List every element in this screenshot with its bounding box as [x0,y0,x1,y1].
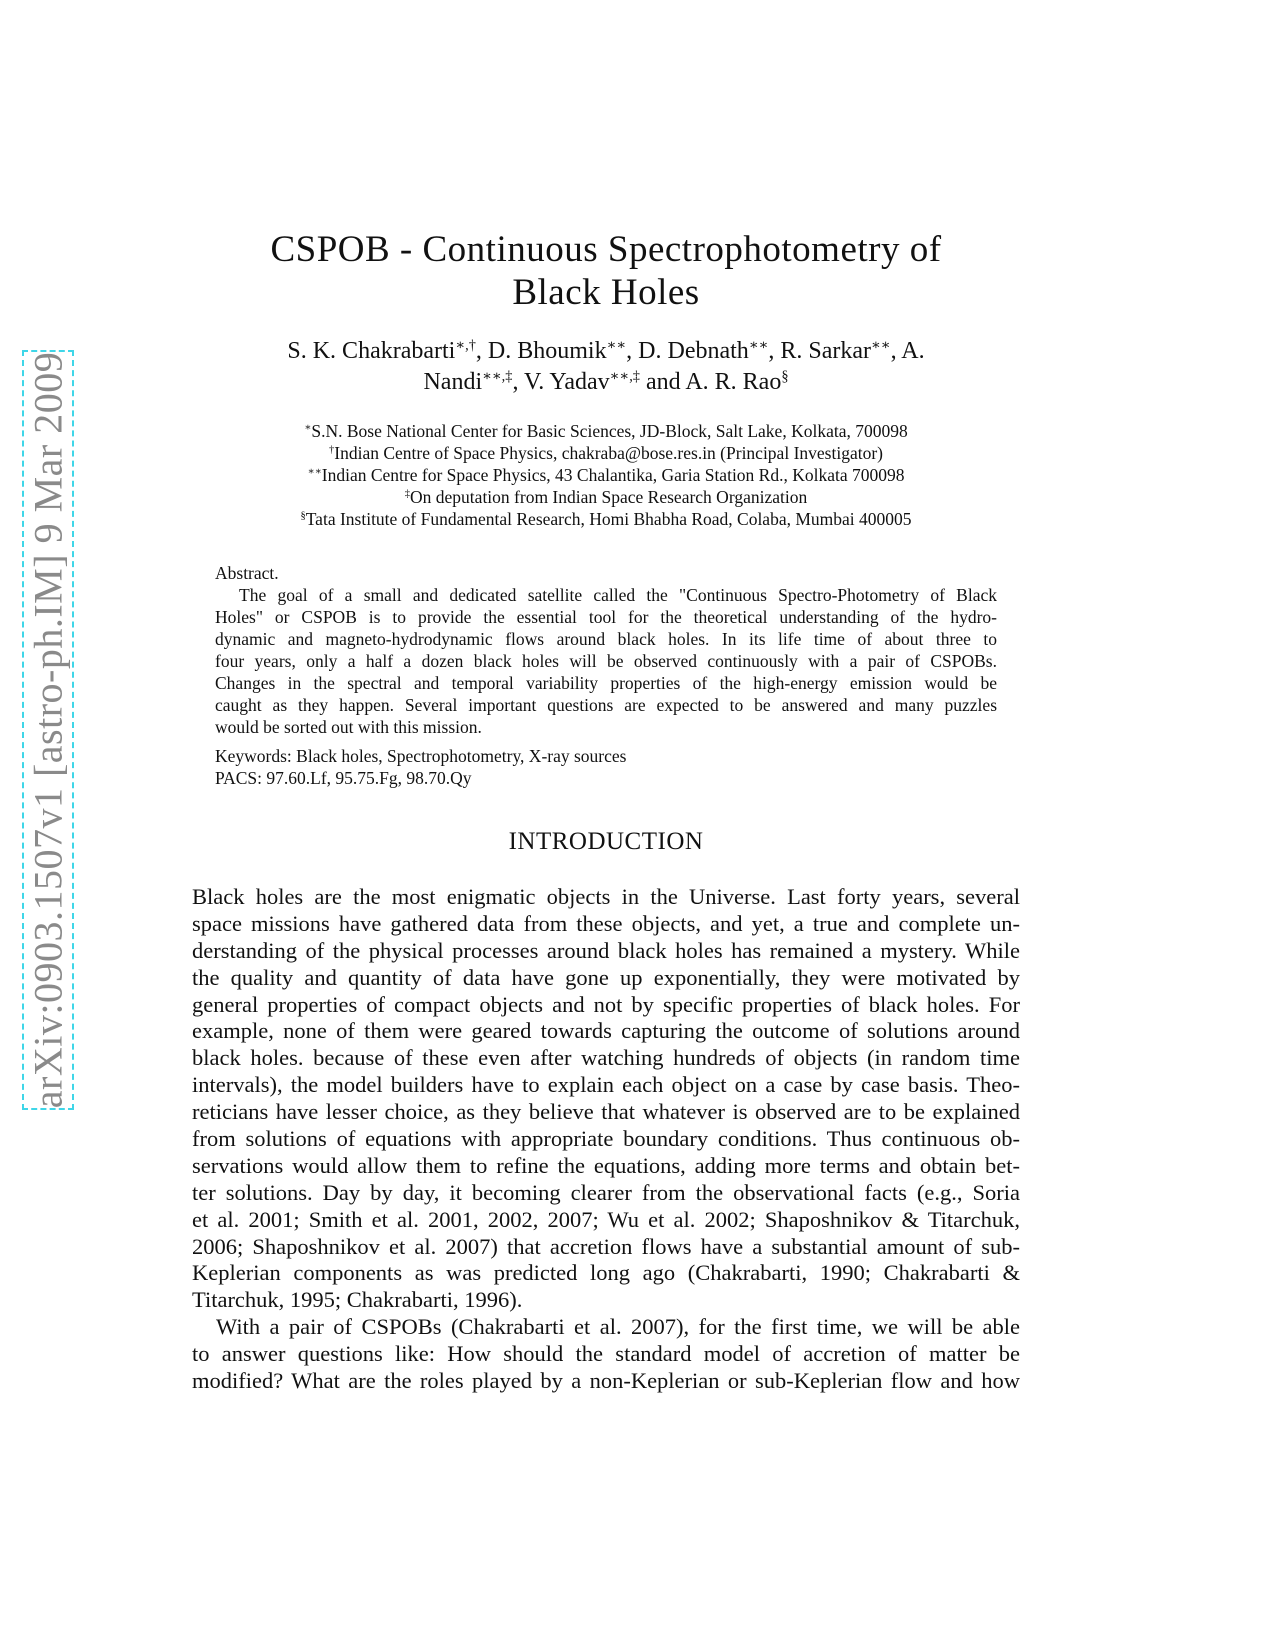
affiliation: †Indian Centre of Space Physics, chakrab… [0,442,1212,464]
abstract-line: dynamic and magneto-hydrodynamic flows a… [215,629,997,649]
affiliation-mark: ∗∗ [307,466,322,478]
body-line: derstanding of the physical processes ar… [192,937,1020,963]
paragraph: With a pair of CSPOBs (Chakrabarti et al… [192,1314,1020,1395]
affiliation: §Tata Institute of Fundamental Research,… [0,508,1212,530]
abstract-line: Holes" or CSPOB is to provide the essent… [215,607,997,627]
affiliations: ∗S.N. Bose National Center for Basic Sci… [0,420,1212,530]
body-line: Black holes are the most enigmatic objec… [192,884,1020,909]
affiliation-text: Tata Institute of Fundamental Research, … [305,509,912,529]
affiliation: ∗∗Indian Centre for Space Physics, 43 Ch… [0,464,1212,486]
title-line: Black Holes [512,272,700,313]
abstract-heading: Abstract. [215,563,279,583]
affiliation: ‡On deputation from Indian Space Researc… [0,486,1212,508]
pacs-codes: PACS: 97.60.Lf, 95.75.Fg, 98.70.Qy [215,768,472,788]
author-mark: ∗∗,‡ [482,368,513,385]
body-line: space missions have gathered data from t… [192,910,1020,936]
body-line: to answer questions like: How should the… [192,1341,1020,1367]
abstract: Abstract. The goal of a small and dedica… [215,562,997,738]
abstract-line: Changes in the spectral and temporal var… [215,673,997,693]
author-name: S. K. Chakrabarti [287,338,456,364]
body-line: et al. 2001; Smith et al. 2001, 2002, 20… [192,1206,1020,1232]
author-name: , D. Bhoumik [475,338,607,364]
affiliation-text: On deputation from Indian Space Research… [410,487,808,507]
body-line: Titarchuk, 1995; Chakrabarti, 1996). [192,1287,523,1313]
body-line: the quality and quantity of data have go… [192,964,1020,990]
author-name: , D. Debnath [626,338,749,364]
author-list: S. K. Chakrabarti∗,†, D. Bhoumik∗∗, D. D… [0,336,1212,398]
affiliation-text: S.N. Bose National Center for Basic Scie… [311,421,908,441]
abstract-line: caught as they happen. Several important… [215,695,997,715]
body-line: servations would allow them to refine th… [192,1152,1020,1178]
author-name: , A. [890,338,925,364]
body-line: example, none of them were geared toward… [192,1018,1020,1044]
body-line: ter solutions. Day by day, it becoming c… [192,1179,1020,1205]
author-name: , V. Yadav [512,369,610,395]
author-name: , R. Sarkar [768,338,872,364]
affiliation: ∗S.N. Bose National Center for Basic Sci… [0,420,1212,442]
affiliation-mark: ‡ [404,488,411,500]
affiliation-mark: § [300,510,306,522]
author-mark: ∗∗,‡ [609,368,640,385]
author-name: Nandi [423,369,483,395]
body-line: With a pair of CSPOBs (Chakrabarti et al… [216,1314,1020,1340]
body-line: from solutions of equations with appropr… [192,1126,1020,1152]
body-line: black holes. because of these even after… [192,1045,1020,1071]
abstract-line: four years, only a half a dozen black ho… [215,651,997,671]
affiliation-text: Indian Centre of Space Physics, chakraba… [334,443,883,463]
affiliation-mark: † [329,444,335,456]
author-line: S. K. Chakrabarti∗,†, D. Bhoumik∗∗, D. D… [0,336,1212,367]
body-line: 2006; Shaposhnikov et al. 2007) that acc… [192,1233,1020,1259]
title-line: CSPOB - Continuous Spectrophotometry of [270,229,942,270]
abstract-line: would be sorted out with this mission. [215,717,482,737]
author-mark: ∗∗ [748,337,769,354]
keywords: Keywords: Black holes, Spectrophotometry… [215,746,627,766]
abstract-line: The goal of a small and dedicated satell… [239,585,997,605]
affiliation-mark: ∗ [304,422,312,434]
paper-title: CSPOB - Continuous Spectrophotometry of … [0,228,1212,314]
author-mark: ∗∗ [871,337,891,354]
author-name: and A. R. Rao [640,369,782,395]
author-mark: ∗∗ [606,337,627,354]
affiliation-text: Indian Centre for Space Physics, 43 Chal… [321,465,905,485]
body-line: Keplerian components as was predicted lo… [192,1260,1020,1286]
body-line: modified? What are the roles played by a… [192,1368,1020,1394]
body-line: general properties of compact objects an… [192,991,1020,1017]
arxiv-stamp: arXiv:0903.1507v1 [astro-ph.IM] 9 Mar 20… [22,350,74,1110]
paragraph: Black holes are the most enigmatic objec… [192,884,1020,1314]
author-mark: § [781,368,789,385]
body-line: reticians have lesser choice, as they be… [192,1099,1020,1125]
author-line: Nandi∗∗,‡, V. Yadav∗∗,‡ and A. R. Rao§ [0,367,1212,398]
section-heading: INTRODUCTION [508,828,704,855]
author-mark: ∗,† [455,337,476,354]
body-text: Black holes are the most enigmatic objec… [192,884,1020,1395]
body-line: intervals), the model builders have to e… [192,1072,1020,1098]
